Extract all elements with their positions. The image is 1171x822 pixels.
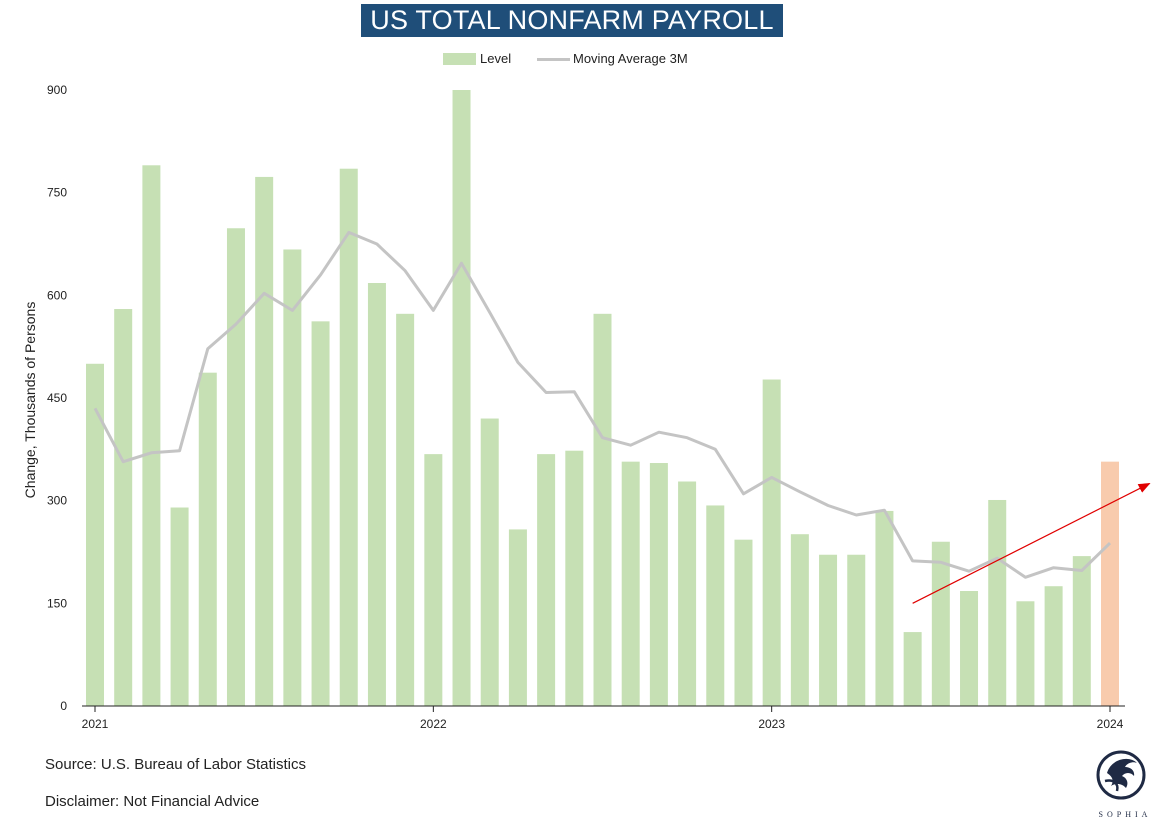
y-tick-label: 300 — [47, 494, 67, 508]
bar-2021-03 — [142, 165, 161, 707]
x-tick-label: 2022 — [420, 717, 447, 731]
bar-2021-07 — [255, 176, 274, 706]
legend: Level Moving Average 3M — [0, 50, 1171, 70]
disclaimer-note: Disclaimer: Not Financial Advice — [45, 793, 260, 810]
y-tick-label: 0 — [60, 699, 67, 713]
sophia-logo: SOPHIA — [1096, 750, 1152, 819]
bar-2023-05 — [875, 510, 894, 706]
legend-ma-swatch — [537, 58, 570, 61]
bar-2023-10 — [1016, 601, 1035, 706]
moving-average-line — [93, 230, 1112, 579]
bar-2022-05 — [537, 454, 556, 706]
bar-2022-07 — [593, 313, 612, 706]
bar-2023-12 — [1072, 556, 1091, 706]
bar-2021-10 — [339, 168, 358, 706]
bar-2022-09 — [649, 463, 668, 706]
x-tick-label: 2024 — [1097, 717, 1124, 731]
bar-2024-01 — [1101, 461, 1119, 706]
bar-2021-05 — [198, 372, 217, 706]
bar-2022-12 — [734, 539, 753, 706]
y-tick-label: 150 — [47, 596, 67, 610]
bar-2022-10 — [678, 481, 697, 706]
bar-2021-11 — [367, 283, 386, 706]
y-axis-label: Change, Thousands of Persons — [22, 302, 38, 499]
bar-2023-03 — [819, 554, 838, 706]
bar-2021-01 — [86, 363, 104, 706]
legend-level-label: Level — [480, 51, 512, 66]
bar-2021-04 — [170, 507, 189, 706]
bar-2021-06 — [226, 228, 245, 706]
legend-level-swatch — [443, 53, 476, 65]
sophia-logo-text: SOPHIA — [1099, 810, 1152, 819]
bar-2022-01 — [424, 454, 443, 706]
y-tick-label: 900 — [47, 83, 67, 97]
legend-ma-label: Moving Average 3M — [573, 51, 688, 66]
y-tick-label: 450 — [47, 391, 67, 405]
y-tick-label: 600 — [47, 288, 67, 302]
bar-2023-08 — [960, 591, 979, 706]
bar-2022-06 — [565, 450, 584, 706]
bar-2023-01 — [762, 379, 781, 706]
bar-2021-09 — [311, 321, 330, 706]
bar-2023-04 — [847, 554, 866, 706]
bar-2023-02 — [790, 534, 809, 706]
y-tick-label: 750 — [47, 186, 67, 200]
bar-2022-02 — [452, 90, 471, 706]
bar-2022-08 — [621, 461, 640, 706]
bar-2022-04 — [508, 529, 527, 706]
bar-2023-06 — [903, 632, 922, 706]
x-tick-label: 2023 — [758, 717, 785, 731]
bar-2021-08 — [283, 249, 302, 706]
bar-2021-02 — [114, 309, 133, 706]
bar-2021-12 — [396, 313, 415, 706]
x-tick-label: 2021 — [82, 717, 109, 731]
source-note: Source: U.S. Bureau of Labor Statistics — [45, 756, 306, 773]
bar-2023-09 — [988, 499, 1007, 706]
bar-2022-11 — [706, 505, 725, 706]
chart-title: US TOTAL NONFARM PAYROLL — [361, 4, 783, 37]
trend-arrow — [912, 483, 1151, 604]
bar-2023-11 — [1044, 586, 1063, 706]
bar-2023-07 — [931, 541, 950, 706]
bar-2022-03 — [480, 418, 499, 706]
